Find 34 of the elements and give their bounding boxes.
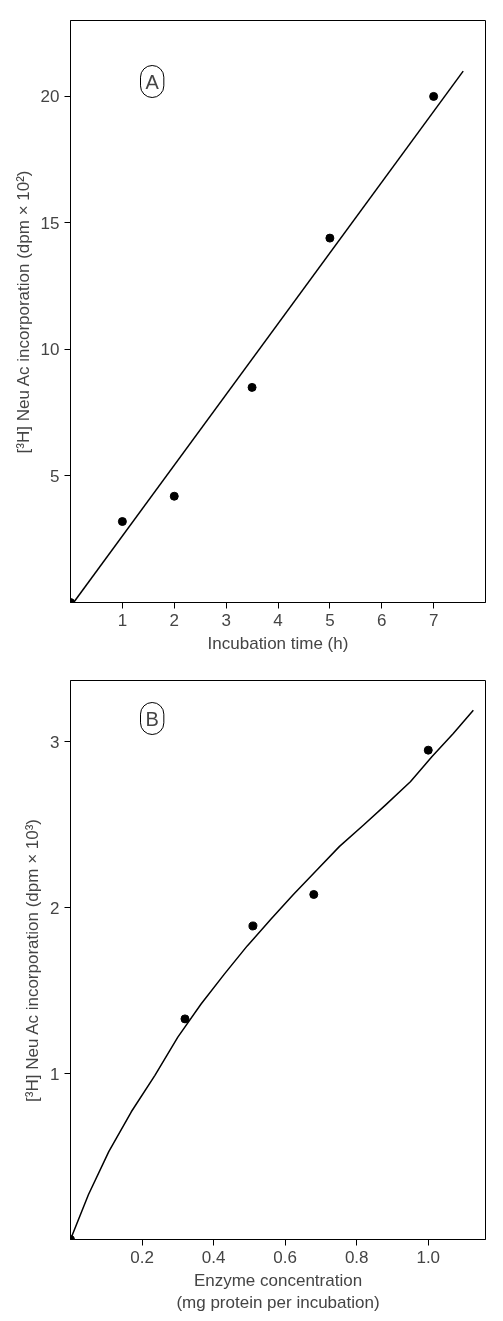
x-tick-label: 1 [117, 610, 128, 630]
x-tick-label: 5 [325, 610, 335, 630]
y-axis-title: [³H] Neu Ac incorporation (dpm × 10²) [13, 170, 33, 454]
x-axis-title: Incubation time (h) [207, 633, 349, 653]
annotation: B [145, 707, 159, 730]
point [117, 517, 127, 527]
y-tick-label: 2 [50, 898, 60, 918]
y-tick-label: 15 [40, 213, 60, 233]
x-tick-label: 6 [377, 610, 387, 630]
x-tick-label: 4 [273, 610, 283, 630]
y-tick-label: 1 [50, 1064, 60, 1084]
x-axis-title: Enzyme concentration (mg protein per incubation) [176, 1270, 380, 1313]
x-tick-label: 0.8 [344, 1247, 369, 1267]
point [169, 491, 179, 501]
y-tick-label: 3 [50, 732, 60, 752]
x-tick-label: 1.0 [416, 1247, 441, 1267]
annotation: A [145, 70, 160, 93]
point [309, 889, 319, 899]
y-tick-label: 5 [50, 466, 60, 486]
point [180, 1014, 190, 1024]
x-tick-label: 7 [428, 610, 439, 630]
y-axis-title: [³H] Neu Ac incorporation (dpm × 10³) [23, 818, 43, 1102]
x-tick-label: 0.4 [201, 1247, 226, 1267]
x-tick-label: 0.2 [130, 1247, 154, 1267]
x-tick-label: 0.6 [273, 1247, 297, 1267]
x-tick-label: 3 [221, 610, 231, 630]
point [325, 233, 335, 243]
point [423, 745, 433, 755]
point [247, 382, 257, 392]
y-tick-label: 10 [40, 340, 60, 360]
y-tick-label: 20 [40, 87, 60, 107]
point [429, 91, 439, 101]
x-tick-label: 2 [169, 610, 179, 630]
point [248, 921, 258, 931]
